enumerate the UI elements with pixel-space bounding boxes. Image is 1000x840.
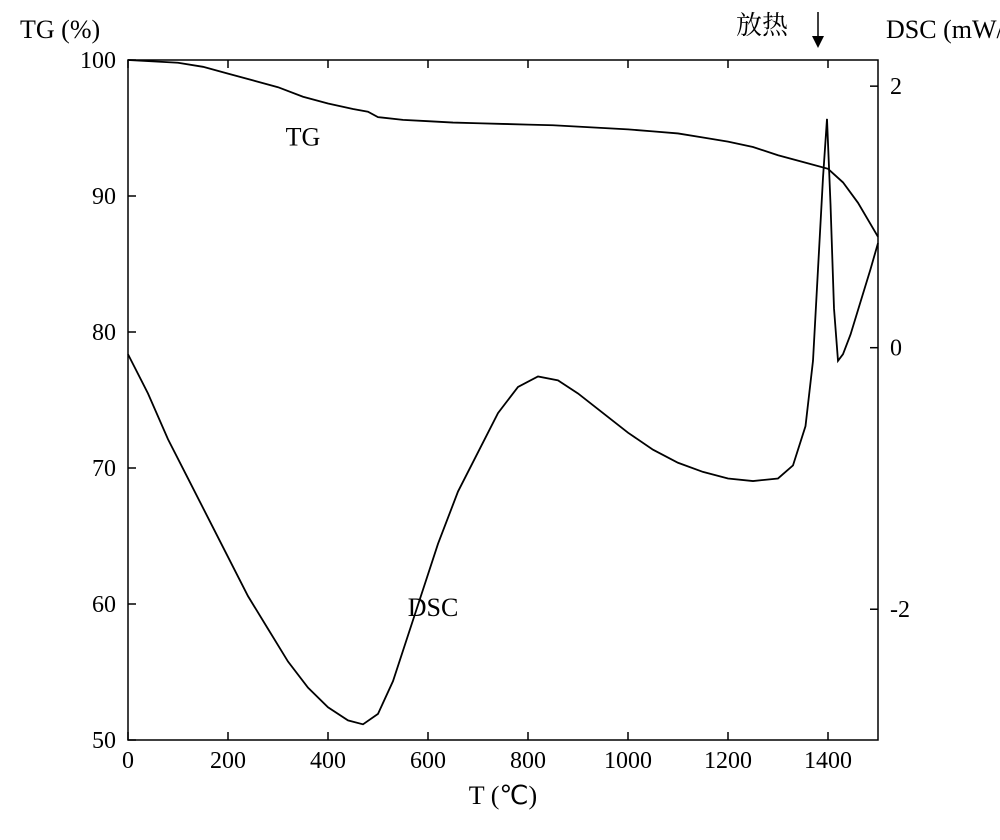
x-axis-label: T (℃) (469, 781, 537, 810)
y-left-axis-label: TG (%) (20, 15, 100, 44)
dsc-curve-label: DSC (408, 593, 459, 622)
plot-frame (128, 60, 878, 740)
tg-curve-label: TG (286, 123, 321, 152)
y-right-tick-label: -2 (890, 597, 910, 623)
x-tick-label: 1400 (804, 748, 852, 774)
tg-curve (128, 60, 878, 237)
x-tick-label: 800 (510, 748, 546, 774)
x-tick-label: 200 (210, 748, 246, 774)
y-left-tick-label: 50 (92, 728, 116, 754)
x-tick-label: 400 (310, 748, 346, 774)
dsc-curve (128, 119, 878, 724)
y-right-axis-label: DSC (mW/mg) (886, 15, 1000, 44)
y-right-tick-label: 2 (890, 74, 902, 100)
exothermic-arrow-icon (812, 12, 824, 48)
x-axis-ticks: 0 200 400 600 800 1000 1200 1400 (122, 60, 852, 774)
exothermic-direction-label: 放热 (736, 5, 789, 42)
y-left-tick-label: 60 (92, 592, 116, 618)
y-left-tick-label: 70 (92, 456, 116, 482)
x-tick-label: 600 (410, 748, 446, 774)
x-tick-label: 1200 (704, 748, 752, 774)
tg-dsc-dual-axis-chart: 0200400600800100012001400 5060708090100 … (0, 0, 1000, 835)
y-left-tick-label: 90 (92, 184, 116, 210)
y-right-axis-ticks: -2 0 2 (870, 74, 910, 623)
x-tick-label: 0 (122, 748, 134, 774)
chart-svg: 0200400600800100012001400 5060708090100 … (0, 0, 1000, 835)
y-right-tick-label: 0 (890, 336, 902, 362)
y-left-tick-label: 80 (92, 320, 116, 346)
y-left-tick-label: 100 (80, 48, 116, 74)
x-tick-label: 1000 (604, 748, 652, 774)
